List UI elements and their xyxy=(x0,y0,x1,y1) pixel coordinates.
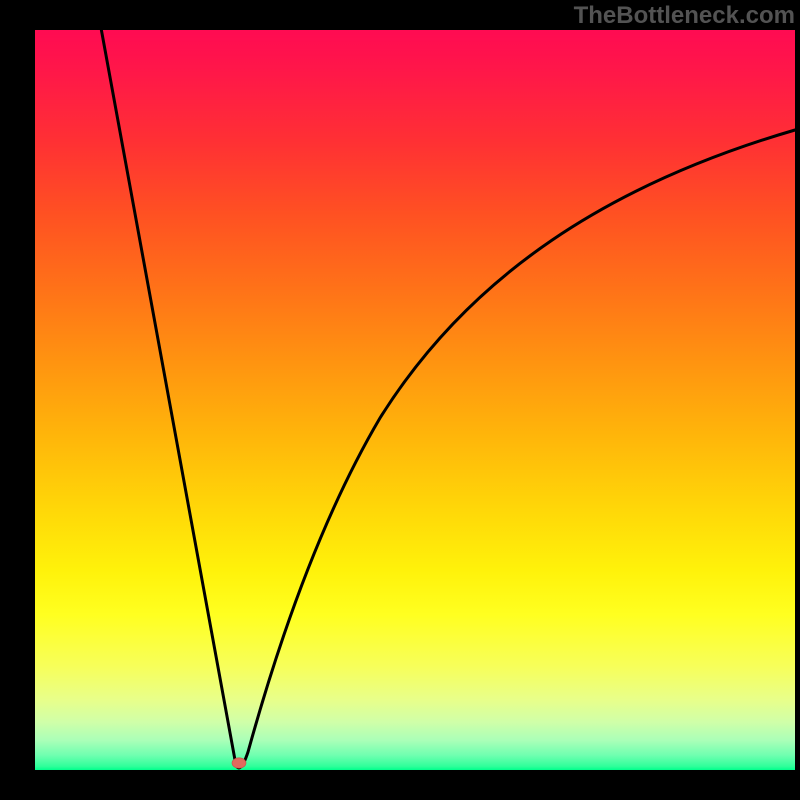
minimum-marker xyxy=(232,758,246,768)
plot-gradient-background xyxy=(35,30,795,770)
watermark-label: TheBottleneck.com xyxy=(574,2,795,30)
bottleneck-chart xyxy=(0,0,800,800)
